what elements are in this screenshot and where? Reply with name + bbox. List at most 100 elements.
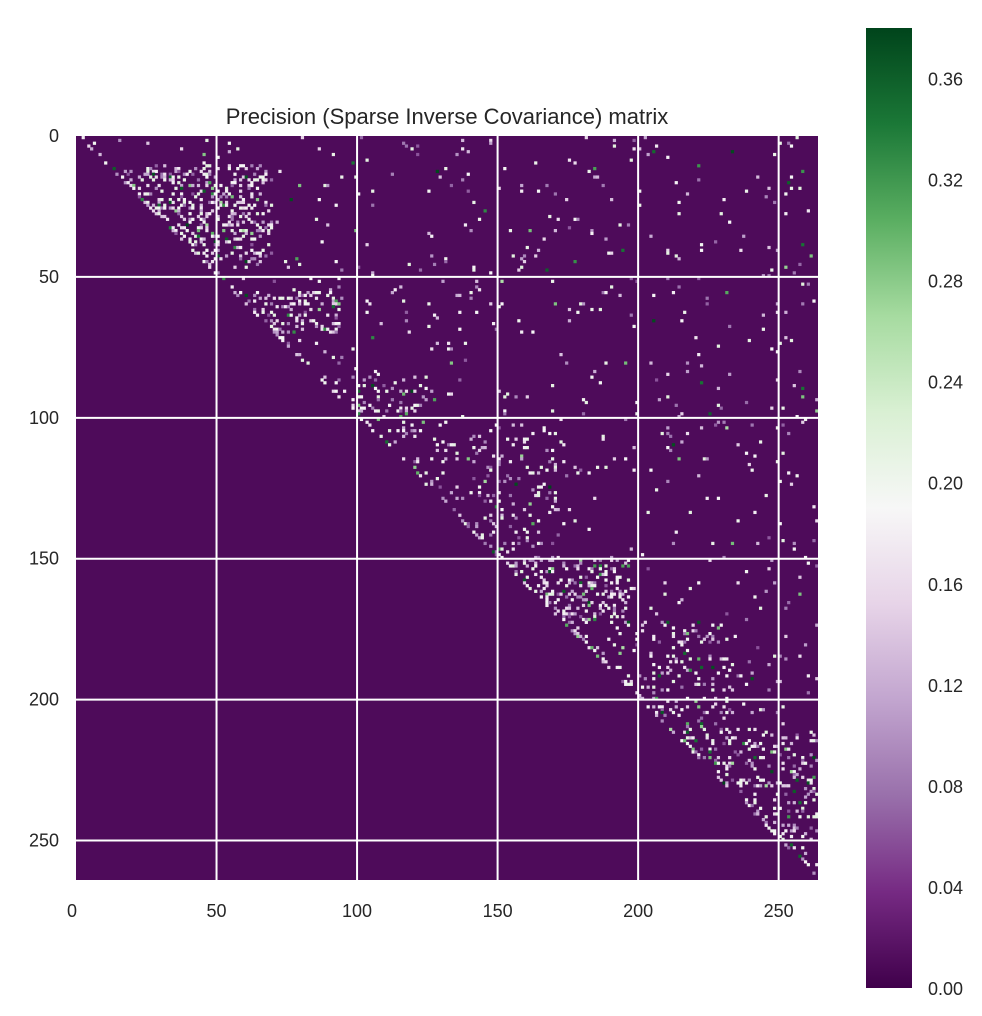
heatmap-cell	[674, 530, 678, 534]
heatmap-cell	[194, 251, 198, 255]
heatmap-cell	[610, 589, 614, 593]
heatmap-cell	[283, 305, 288, 309]
heatmap-cell	[216, 198, 220, 202]
heatmap-cell	[461, 415, 465, 419]
heatmap-cell	[486, 474, 490, 478]
heatmap-cell	[711, 634, 715, 639]
heatmap-cell	[671, 730, 676, 734]
heatmap-cell	[593, 369, 597, 374]
heatmap-cell	[680, 440, 684, 444]
heatmap-cell	[728, 372, 732, 376]
heatmap-cell	[194, 240, 198, 244]
heatmap-cell	[137, 195, 142, 199]
heatmap-cell	[697, 634, 701, 639]
heatmap-cell	[480, 446, 484, 450]
heatmap-cell	[702, 457, 706, 461]
heatmap-cell	[548, 592, 552, 596]
heatmap-cell	[340, 268, 344, 272]
heatmap-cell	[461, 147, 465, 151]
heatmap-cell	[174, 231, 178, 236]
heatmap-cell	[244, 175, 248, 179]
heatmap-cell	[612, 144, 617, 148]
heatmap-cell	[598, 572, 602, 577]
heatmap-cell	[761, 274, 765, 278]
heatmap-cell	[699, 381, 704, 385]
heatmap-cell	[744, 570, 749, 574]
heatmap-cell	[205, 172, 209, 176]
heatmap-cell	[567, 578, 572, 582]
heatmap-cell	[253, 251, 257, 255]
heatmap-cell	[697, 178, 701, 182]
heatmap-cell	[733, 634, 737, 639]
heatmap-cell	[300, 327, 305, 331]
heatmap-cell	[640, 685, 645, 689]
heatmap-cell	[444, 260, 448, 264]
heatmap-cell	[573, 564, 577, 568]
heatmap-cell	[531, 330, 535, 334]
heatmap-cell	[784, 310, 788, 314]
heatmap-cell	[626, 620, 631, 624]
heatmap-cell	[500, 516, 504, 520]
heatmap-cell	[725, 784, 729, 788]
heatmap-cell	[500, 555, 504, 560]
heatmap-cell	[697, 657, 701, 661]
heatmap-cell	[795, 809, 799, 813]
heatmap-cell	[680, 739, 684, 743]
heatmap-cell	[632, 648, 636, 653]
heatmap-cell	[300, 136, 305, 140]
heatmap-cell	[739, 778, 743, 782]
heatmap-cell	[801, 756, 805, 760]
heatmap-cell	[472, 446, 476, 450]
heatmap-cell	[624, 620, 628, 624]
heatmap-cell	[416, 152, 420, 157]
colorbar-tick-label: 0.28	[928, 272, 963, 292]
heatmap-cell	[258, 260, 262, 264]
heatmap-cell	[612, 457, 617, 461]
heatmap-cell	[730, 761, 735, 765]
heatmap-cell	[146, 203, 150, 207]
heatmap-cell	[587, 584, 591, 588]
heatmap-cell	[618, 223, 622, 227]
heatmap-cell	[607, 637, 611, 641]
heatmap-cell	[562, 609, 566, 613]
heatmap-cell	[761, 747, 765, 751]
heatmap-cell	[371, 429, 375, 433]
heatmap-cell	[812, 539, 816, 543]
heatmap-cell	[312, 319, 316, 323]
heatmap-cell	[604, 564, 608, 568]
heatmap-cell	[205, 212, 209, 216]
colorbar-tick-label: 0.00	[928, 979, 963, 999]
heatmap-cell	[320, 324, 324, 329]
heatmap-cell	[250, 231, 254, 236]
heatmap-cell	[598, 606, 602, 610]
heatmap-cell	[618, 592, 622, 596]
heatmap-cell	[236, 167, 240, 171]
heatmap-cell	[407, 262, 411, 267]
heatmap-cell	[520, 457, 524, 461]
heatmap-cell	[621, 615, 625, 619]
heatmap-cell	[239, 291, 243, 295]
heatmap-cell	[542, 578, 546, 582]
heatmap-cell	[191, 172, 195, 176]
heatmap-cell	[550, 541, 555, 546]
heatmap-cell	[812, 798, 816, 802]
heatmap-cell	[210, 186, 215, 190]
heatmap-cell	[646, 510, 650, 515]
heatmap-cell	[784, 736, 788, 740]
heatmap-cell	[283, 260, 288, 264]
heatmap-cell	[371, 203, 375, 207]
heatmap-cell	[334, 327, 338, 331]
heatmap-cell	[295, 319, 299, 323]
heatmap-cell	[595, 592, 600, 596]
heatmap-cell	[781, 784, 785, 788]
heatmap-cell	[525, 465, 529, 469]
heatmap-cell	[289, 198, 293, 202]
heatmap-cell	[233, 245, 237, 250]
heatmap-cell	[711, 665, 715, 670]
heatmap-cell	[739, 784, 743, 788]
heatmap-cell	[545, 598, 549, 602]
heatmap-cell	[584, 575, 588, 579]
heatmap-cell	[730, 736, 735, 740]
heatmap-cell	[725, 781, 729, 785]
heatmap-cell	[629, 679, 633, 684]
